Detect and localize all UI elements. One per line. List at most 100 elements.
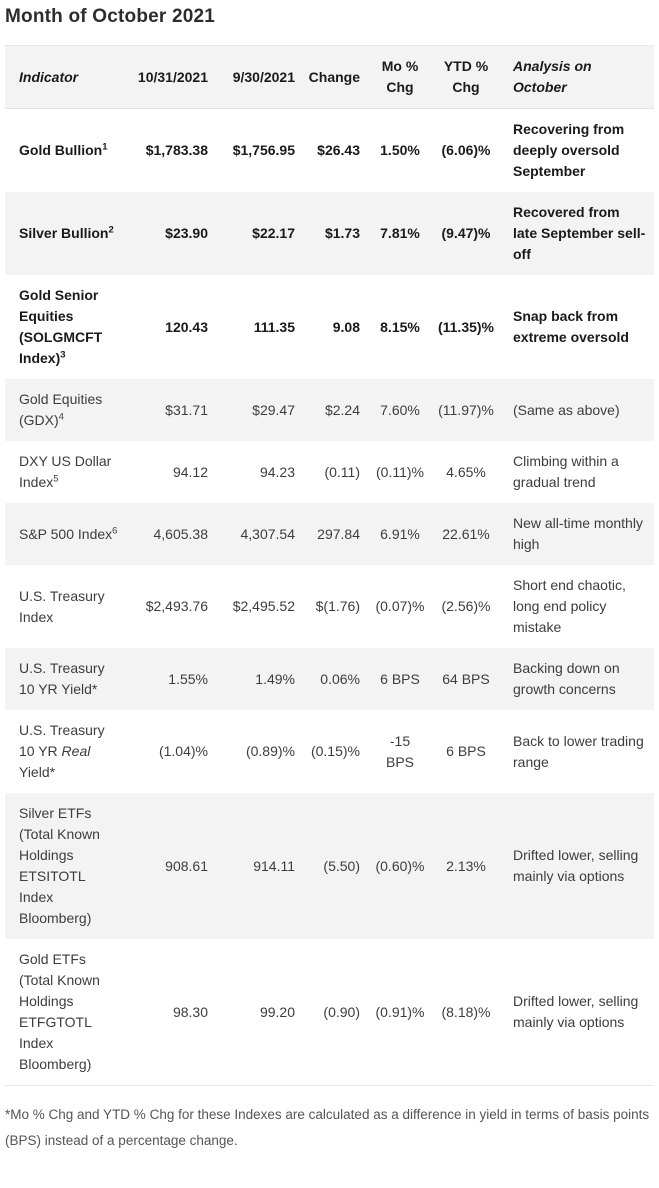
header-prior-date: 9/30/2021 xyxy=(213,46,300,109)
indicator-footnote-superscript: 1 xyxy=(102,141,108,153)
change-value-cell: $1.73 xyxy=(324,225,360,241)
table-body: Gold Bullion1 $1,783.38 $1,756.95 $26.43… xyxy=(5,109,654,1085)
table-row: Gold Equities (GDX)4 $31.71 $29.47 $2.24… xyxy=(5,379,654,441)
header-ytd-pct-chg: YTD % Chg xyxy=(435,46,497,109)
prior-value-cell: 4,307.54 xyxy=(240,525,296,542)
prior-value-cell: $1,756.95 xyxy=(232,142,295,158)
table-header: Indicator 10/31/2021 9/30/2021 Change Mo… xyxy=(5,46,654,109)
mo-pct-chg-cell: -15 BPS xyxy=(385,732,414,770)
current-value-cell: $31.71 xyxy=(165,401,208,418)
indicator-label: S&P 500 Index xyxy=(19,525,113,542)
mo-pct-chg-cell: (0.07)% xyxy=(375,598,425,614)
ytd-pct-chg-cell: 4.65% xyxy=(446,463,486,480)
table-row: DXY US Dollar Index5 94.12 94.23 (0.11) … xyxy=(5,441,654,503)
indicator-label: Gold Senior Equities (SOLGMCFT Index) xyxy=(19,287,103,366)
current-value-cell: (1.04)% xyxy=(158,743,208,759)
analysis-cell: Recovering from deeply oversold Septembe… xyxy=(513,121,625,179)
current-value-cell: 4,605.38 xyxy=(153,525,209,542)
change-value-cell: $26.43 xyxy=(317,142,360,158)
indicator-label: Silver ETFs (Total Known Holdings ETSITO… xyxy=(19,805,100,926)
indicator-label: U.S. Treasury 10 YR xyxy=(19,722,105,759)
analysis-cell: Climbing within a gradual trend xyxy=(513,453,619,490)
current-value-cell: 94.12 xyxy=(172,463,208,480)
mo-pct-chg-cell: 6.91% xyxy=(380,525,420,542)
ytd-pct-chg-cell: (8.18)% xyxy=(441,1003,491,1020)
analysis-cell: New all-time monthly high xyxy=(513,515,643,552)
change-value-cell: $(1.76) xyxy=(315,598,360,614)
indicator-cell: U.S. Treasury Index xyxy=(5,565,125,648)
change-value-cell: (0.11) xyxy=(324,463,360,480)
current-value-cell: 120.43 xyxy=(165,318,208,335)
table-row: Gold Senior Equities (SOLGMCFT Index)3 1… xyxy=(5,275,654,379)
indicator-label: Gold Bullion xyxy=(19,142,103,158)
prior-value-cell: $29.47 xyxy=(252,401,295,418)
ytd-pct-chg-cell: 22.61% xyxy=(442,525,490,542)
change-value-cell: (0.90) xyxy=(323,1003,360,1020)
indicator-label: U.S. Treasury 10 YR Yield* xyxy=(19,660,105,697)
current-value-cell: $1,783.38 xyxy=(145,142,208,158)
analysis-cell: Backing down on growth concerns xyxy=(513,660,620,697)
analysis-cell: Recovered from late September sell-off xyxy=(513,204,646,262)
prior-value-cell: 914.11 xyxy=(253,857,295,874)
indicator-footnote-superscript: 3 xyxy=(60,349,66,361)
indicator-label: Gold Equities (GDX) xyxy=(19,391,103,428)
change-value-cell: (0.15)% xyxy=(310,743,360,759)
header-change: Change xyxy=(300,46,365,109)
prior-value-cell: 99.20 xyxy=(259,1003,295,1020)
prior-value-cell: 94.23 xyxy=(259,463,295,480)
indicator-footnote-superscript: 5 xyxy=(53,473,59,485)
ytd-pct-chg-cell: 64 BPS xyxy=(442,670,490,687)
header-analysis: Analysis on October xyxy=(497,46,654,109)
current-value-cell: 98.30 xyxy=(172,1003,208,1020)
indicator-label: Gold ETFs (Total Known Holdings ETFGTOTL… xyxy=(19,951,100,1072)
ytd-pct-chg-cell: (11.35)% xyxy=(437,318,495,335)
table-row: Silver ETFs (Total Known Holdings ETSITO… xyxy=(5,793,654,939)
table-row: S&P 500 Index6 4,605.38 4,307.54 297.84 … xyxy=(5,503,654,565)
analysis-cell: Short end chaotic, long end policy mista… xyxy=(513,577,626,635)
ytd-pct-chg-cell: 6 BPS xyxy=(446,743,486,759)
analysis-cell: Back to lower trading range xyxy=(513,732,644,770)
mo-pct-chg-cell: (0.11)% xyxy=(376,463,424,480)
analysis-cell: Drifted lower, selling mainly via option… xyxy=(513,847,639,884)
ytd-pct-chg-cell: (11.97)% xyxy=(438,401,494,418)
prior-value-cell: $22.17 xyxy=(252,225,295,241)
table-row: Silver Bullion2 $23.90 $22.17 $1.73 7.81… xyxy=(5,192,654,275)
change-value-cell: 9.08 xyxy=(332,318,360,335)
current-value-cell: $2,493.76 xyxy=(145,598,208,614)
ytd-pct-chg-cell: (2.56)% xyxy=(441,598,491,614)
current-value-cell: $23.90 xyxy=(165,225,208,241)
indicator-cell: Gold Equities (GDX)4 xyxy=(5,379,125,441)
header-mo-pct-chg: Mo % Chg xyxy=(365,46,435,109)
prior-value-cell: $2,495.52 xyxy=(232,598,295,614)
indicator-cell: U.S. Treasury 10 YR Real Yield* xyxy=(5,710,125,793)
indicator-cell: Silver ETFs (Total Known Holdings ETSITO… xyxy=(5,793,125,939)
change-value-cell: 0.06% xyxy=(320,670,360,687)
indicator-footnote-superscript: 2 xyxy=(108,224,114,236)
table-row: Gold ETFs (Total Known Holdings ETFGTOTL… xyxy=(5,939,654,1085)
table-row: U.S. Treasury 10 YR Yield* 1.55% 1.49% 0… xyxy=(5,648,654,710)
indicator-cell: Gold Senior Equities (SOLGMCFT Index)3 xyxy=(5,275,125,379)
ytd-pct-chg-cell: (6.06)% xyxy=(441,142,491,158)
indicator-label: U.S. Treasury Index xyxy=(19,587,105,625)
analysis-cell: Snap back from extreme oversold xyxy=(513,308,629,345)
change-value-cell: $2.24 xyxy=(324,401,360,418)
indicator-label: Silver Bullion xyxy=(19,225,109,241)
indicator-label-post: Yield* xyxy=(19,764,56,780)
table-row: U.S. Treasury Index $2,493.76 $2,495.52 … xyxy=(5,565,654,648)
page-title: Month of October 2021 xyxy=(5,6,216,27)
prior-value-cell: 1.49% xyxy=(255,670,295,687)
indicator-footnote-superscript: 4 xyxy=(58,411,64,423)
indicator-cell: DXY US Dollar Index5 xyxy=(5,441,125,503)
analysis-cell: (Same as above) xyxy=(513,401,620,418)
indicators-table: Indicator 10/31/2021 9/30/2021 Change Mo… xyxy=(5,45,654,1086)
analysis-cell: Drifted lower, selling mainly via option… xyxy=(513,993,639,1030)
table-row: U.S. Treasury 10 YR Real Yield* (1.04)% … xyxy=(5,710,654,793)
mo-pct-chg-cell: 7.81% xyxy=(380,225,420,241)
indicator-label: DXY US Dollar Index xyxy=(19,453,112,490)
mo-pct-chg-cell: 6 BPS xyxy=(380,670,420,687)
indicator-cell: S&P 500 Index6 xyxy=(5,503,125,565)
mo-pct-chg-cell: 8.15% xyxy=(380,318,420,335)
table-row: Gold Bullion1 $1,783.38 $1,756.95 $26.43… xyxy=(5,109,654,192)
indicator-cell: Gold ETFs (Total Known Holdings ETFGTOTL… xyxy=(5,939,125,1085)
prior-value-cell: (0.89)% xyxy=(245,743,295,759)
